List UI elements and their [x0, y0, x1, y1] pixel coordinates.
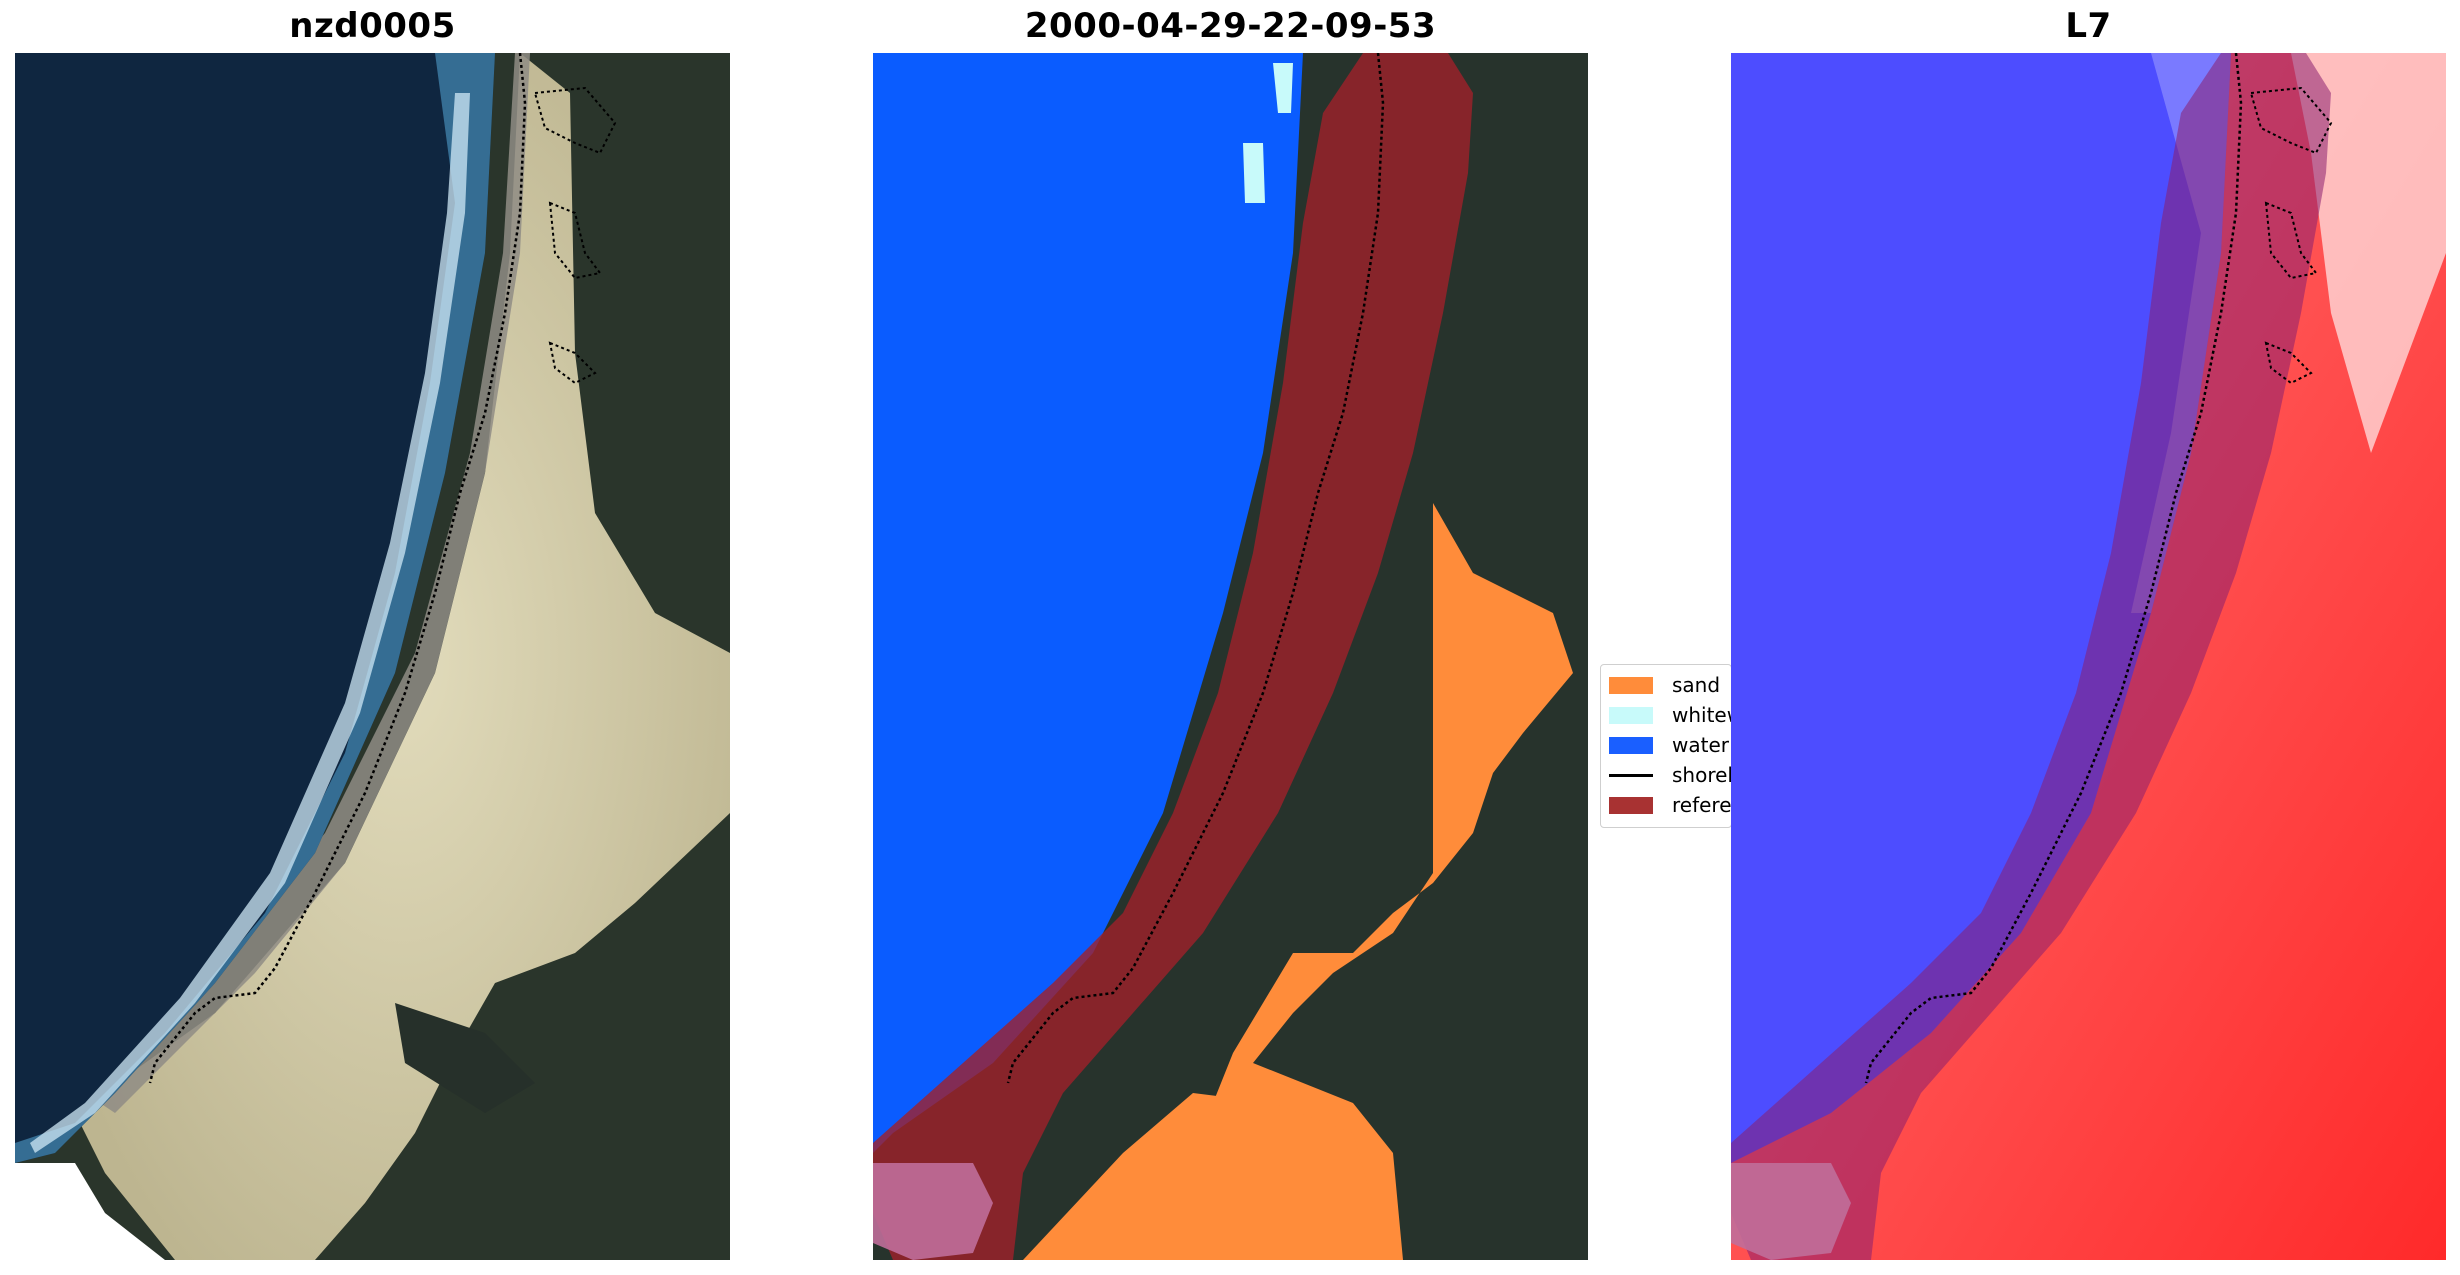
legend-swatch-whitewater — [1609, 706, 1653, 724]
legend-item-water: water — [1609, 733, 1729, 757]
pond-outline-2 — [548, 201, 602, 280]
title-left-panel: nzd0005 — [289, 6, 456, 46]
pond-outline-2 — [2264, 201, 2318, 280]
dark-pond — [395, 1003, 535, 1113]
pond-outline-3 — [2264, 341, 2313, 385]
pond-outline-1 — [533, 86, 617, 155]
legend-label-sand: sand — [1672, 673, 1721, 697]
water-index-area — [1731, 53, 2231, 1163]
beach-strip — [85, 53, 530, 1113]
rgb-image-panel — [15, 53, 730, 1260]
sand-dunes — [75, 53, 730, 1260]
reference-shoreline-buffer — [873, 53, 1473, 1260]
ocean — [15, 53, 495, 1163]
buffer-end-cap — [873, 1163, 993, 1260]
legend: sand whitewater water shoreline referenc… — [1600, 664, 1931, 828]
classification-panel — [873, 53, 1588, 1260]
pond-outline-3 — [548, 341, 597, 385]
classified-whitewater — [1243, 63, 1293, 203]
legend-item-sand: sand — [1609, 673, 1720, 697]
shoreline — [1864, 53, 2243, 1084]
buffer-end-cap — [1731, 1163, 1851, 1260]
surf-zone — [15, 53, 495, 1163]
shoreline — [1006, 53, 1385, 1084]
white-transition — [2291, 53, 2446, 453]
legend-label-water: water — [1672, 733, 1729, 757]
pond-outline-1 — [2249, 86, 2333, 155]
title-middle-panel: 2000-04-29-22-09-53 — [1024, 6, 1437, 46]
classified-water — [873, 53, 1303, 1153]
legend-line-shoreline — [1609, 773, 1653, 777]
legend-swatch-water — [1609, 736, 1653, 754]
shoreline — [148, 53, 527, 1084]
whitewater-foam — [30, 93, 470, 1153]
index-image-panel — [1731, 53, 2446, 1260]
legend-swatch-buffer — [1609, 796, 1653, 814]
title-right-panel: L7 — [2065, 6, 2112, 46]
legend-swatch-sand — [1609, 676, 1653, 694]
classified-sand — [1073, 503, 1573, 1260]
no-data-corner — [15, 1163, 165, 1260]
classified-sand-south — [1023, 1093, 1373, 1260]
reference-shoreline-buffer — [1731, 53, 2331, 1260]
